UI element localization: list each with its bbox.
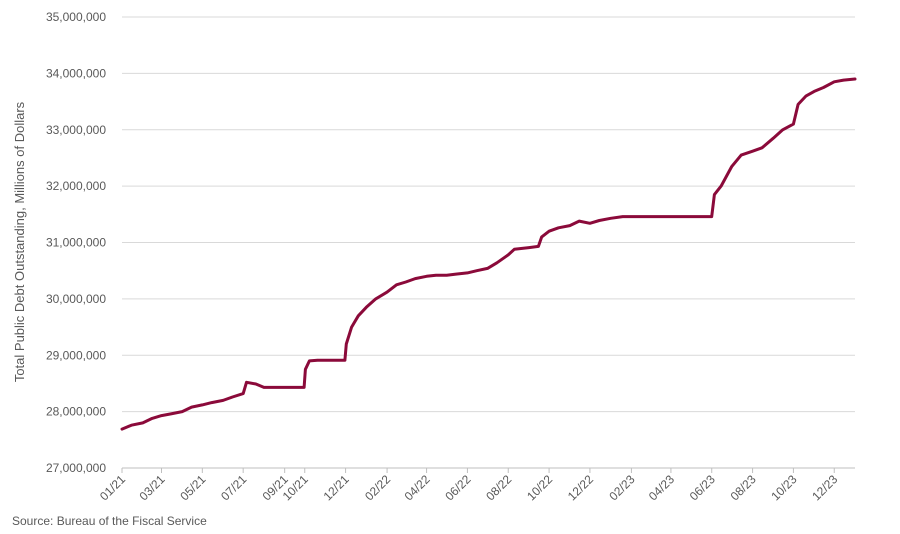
x-tick-label: 12/23	[809, 472, 840, 503]
y-axis-ticks: 27,000,000 28,000,000 29,000,000 30,000,000…	[46, 10, 106, 475]
x-tick-label: 06/22	[442, 472, 473, 503]
x-tick-label: 10/22	[524, 472, 555, 503]
y-tick-label: 32,000,000	[46, 179, 106, 193]
x-tick-label: 08/22	[483, 472, 514, 503]
x-tick-label: 07/21	[218, 472, 249, 503]
x-tick-label: 10/23	[768, 472, 799, 503]
y-tick-label: 33,000,000	[46, 123, 106, 137]
y-tick-label: 31,000,000	[46, 236, 106, 250]
x-tick-label: 12/21	[321, 472, 352, 503]
x-tick-label: 12/22	[565, 472, 596, 503]
x-tick-label: 04/22	[402, 472, 433, 503]
x-tick-label: 08/23	[728, 472, 759, 503]
series-line-total-public-debt	[120, 77, 857, 431]
x-tick-label: 02/22	[362, 472, 393, 503]
y-tick-label: 34,000,000	[46, 66, 106, 80]
source-note: Source: Bureau of the Fiscal Service	[12, 514, 207, 528]
y-axis-title: Total Public Debt Outstanding, Millions …	[12, 101, 27, 382]
x-tick-label: 02/23	[606, 472, 637, 503]
gridlines	[122, 16, 855, 413]
x-tick-label: 04/23	[646, 472, 677, 503]
y-tick-label: 29,000,000	[46, 348, 106, 362]
y-tick-label: 30,000,000	[46, 292, 106, 306]
y-tick-label: 35,000,000	[46, 10, 106, 24]
x-tick-label: 06/23	[687, 472, 718, 503]
y-tick-label: 27,000,000	[46, 461, 106, 475]
y-tick-label: 28,000,000	[46, 405, 106, 419]
x-tick-label: 03/21	[136, 472, 167, 503]
x-tick-label: 01/21	[97, 472, 128, 503]
x-tick-label: 05/21	[177, 472, 208, 503]
